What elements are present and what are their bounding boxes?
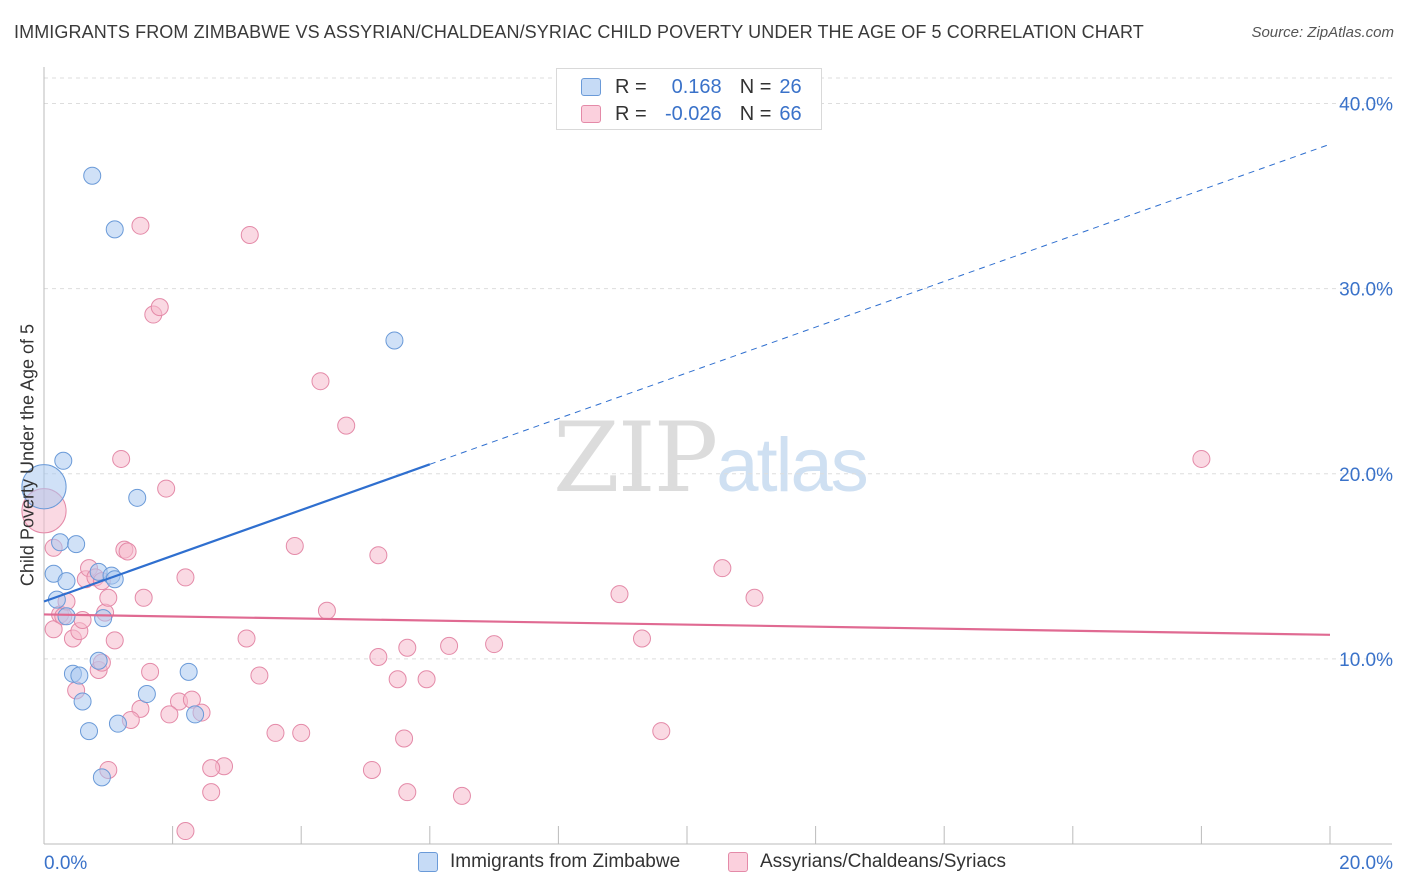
assyrian-point — [99, 588, 118, 607]
zimbabwe-point — [179, 662, 198, 681]
zimbabwe-point — [105, 220, 124, 239]
assyrian-point — [398, 783, 417, 802]
zimbabwe-point — [186, 705, 205, 724]
zimbabwe-point — [94, 609, 113, 628]
assyrian-point — [485, 635, 504, 654]
assyrian-point — [285, 536, 304, 555]
y-tick-label: 30.0% — [1339, 280, 1393, 301]
legend-swatch-blue — [581, 78, 601, 96]
zimbabwe-point — [83, 166, 102, 185]
zimbabwe-point — [70, 666, 89, 685]
assyrian-point — [713, 559, 732, 578]
zimbabwe-point — [54, 451, 73, 470]
legend-r-value: -0.026 — [664, 102, 722, 125]
assyrian-point — [1192, 449, 1211, 468]
assyrian-point — [118, 542, 137, 561]
assyrian-point — [398, 638, 417, 657]
watermark-atlas: atlas — [716, 423, 869, 508]
legend-n-label: N = — [739, 102, 772, 125]
assyrian-point — [157, 479, 176, 498]
legend-row-zimbabwe: R = 0.168 N = 26 — [581, 74, 802, 100]
assyrian-point — [388, 670, 407, 689]
assyrian-point — [452, 786, 471, 805]
assyrian-point — [134, 588, 153, 607]
assyrian-point — [131, 216, 150, 235]
correlation-legend: R = 0.168 N = 26 R = -0.026 N = 66 — [556, 68, 822, 130]
assyrian-point — [150, 298, 169, 317]
legend-label-zimbabwe: Immigrants from Zimbabwe — [450, 851, 681, 872]
zimbabwe-point — [108, 714, 127, 733]
legend-item-zimbabwe: Immigrants from Zimbabwe — [418, 851, 680, 873]
assyrian-point — [610, 585, 629, 604]
zimbabwe-point — [92, 768, 111, 787]
assyrian-point — [745, 588, 764, 607]
assyrian-point — [311, 372, 330, 391]
legend-n-label: N = — [739, 75, 772, 98]
assyrian-point — [44, 620, 63, 639]
assyrian-point — [176, 822, 195, 841]
x-tick-label: 0.0% — [44, 853, 87, 874]
assyrian-point — [250, 666, 269, 685]
zimbabwe-point — [73, 692, 92, 711]
assyrian-point — [440, 636, 459, 655]
zimbabwe-point — [21, 464, 67, 510]
assyrian-point — [292, 723, 311, 742]
legend-label-assyrian: Assyrians/Chaldeans/Syriacs — [760, 851, 1007, 872]
assyrian-point — [337, 416, 356, 435]
zimbabwe-trend-line — [43, 463, 431, 603]
legend-swatch-pink — [728, 852, 748, 872]
assyrian-point — [369, 648, 388, 667]
source-label: Source: ZipAtlas.com — [1251, 24, 1394, 41]
series-legend: Immigrants from Zimbabwe Assyrians/Chald… — [0, 851, 1406, 877]
zimbabwe-point — [128, 488, 147, 507]
assyrian-point — [105, 631, 124, 650]
watermark-zip: ZIP — [553, 402, 718, 514]
assyrian-point — [317, 601, 336, 620]
legend-row-assyrian: R = -0.026 N = 66 — [581, 101, 802, 127]
y-tick-label: 40.0% — [1339, 95, 1393, 116]
zimbabwe-point — [57, 572, 76, 591]
y-tick-label: 10.0% — [1339, 650, 1393, 671]
zimbabwe-trend-extension — [429, 143, 1331, 465]
assyrian-point — [202, 783, 221, 802]
assyrian-point — [652, 722, 671, 741]
assyrian-point — [160, 705, 179, 724]
assyrian-trend-line — [43, 613, 1331, 636]
legend-swatch-pink — [581, 105, 601, 123]
zimbabwe-point — [89, 651, 108, 670]
x-tick-label: 20.0% — [1339, 853, 1393, 874]
assyrian-point — [632, 629, 651, 648]
assyrian-point — [141, 662, 160, 681]
zimbabwe-point — [80, 722, 99, 741]
assyrian-point — [240, 225, 259, 244]
zimbabwe-point — [67, 535, 86, 554]
legend-r-value: 0.168 — [671, 75, 722, 98]
assyrian-point — [176, 568, 195, 587]
assyrian-point — [237, 629, 256, 648]
chart-title: IMMIGRANTS FROM ZIMBABWE VS ASSYRIAN/CHA… — [14, 22, 1144, 42]
assyrian-point — [395, 729, 414, 748]
y-tick-label: 20.0% — [1339, 465, 1393, 486]
assyrian-point — [202, 759, 221, 778]
zimbabwe-point — [137, 685, 156, 704]
assyrian-point — [362, 760, 381, 779]
legend-r-label: R = — [615, 75, 647, 98]
assyrian-point — [266, 723, 285, 742]
zimbabwe-point — [57, 607, 76, 626]
legend-swatch-blue — [418, 852, 438, 872]
assyrian-point — [417, 670, 436, 689]
legend-item-assyrian: Assyrians/Chaldeans/Syriacs — [728, 851, 1006, 873]
legend-n-value: 66 — [779, 102, 802, 125]
legend-r-label: R = — [615, 102, 647, 125]
y-axis-label: Child Poverty Under the Age of 5 — [17, 323, 38, 587]
zipatlas-watermark: ZIPatlas — [553, 402, 869, 514]
assyrian-point — [112, 449, 131, 468]
assyrian-point — [369, 546, 388, 565]
legend-n-value: 26 — [779, 75, 802, 98]
zimbabwe-point — [51, 533, 70, 552]
zimbabwe-point — [385, 331, 404, 350]
